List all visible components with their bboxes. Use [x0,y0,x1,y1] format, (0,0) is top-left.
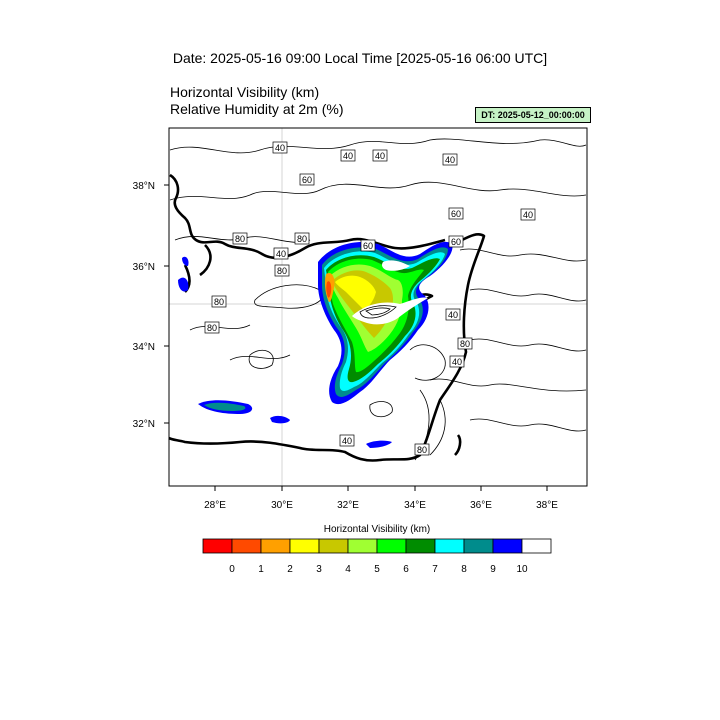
svg-text:80: 80 [207,323,217,333]
colorbar-swatch [260,538,291,554]
colorbar-tick-label: 3 [316,564,322,575]
latitude-axis: 38°N 36°N 34°N 32°N [133,181,169,430]
svg-text:80: 80 [460,339,470,349]
contour-label: 40 [340,149,356,162]
lon-tick-label: 28°E [204,500,226,511]
colorbar-tick-label: 7 [432,564,438,575]
contour-label: 60 [299,173,315,186]
colorbar-swatch [463,538,494,554]
colorbar-tick-label: 1 [258,564,264,575]
svg-text:40: 40 [342,436,352,446]
lat-tick-label: 34°N [133,342,155,353]
visibility-field-title: Horizontal Visibility (km) [170,84,320,100]
colorbar-title: Horizontal Visibility (km) [323,524,431,535]
colorbar-swatch [521,538,552,554]
lat-tick-label: 32°N [133,419,155,430]
colorbar [202,538,552,554]
lon-tick-label: 38°E [536,500,558,511]
colorbar-tick-label: 4 [345,564,351,575]
colorbar-tick-label: 5 [374,564,380,575]
svg-text:60: 60 [451,237,461,247]
lon-tick-label: 34°E [404,500,426,511]
dt-badge: DT: 2025-05-12_00:00:00 [475,107,591,123]
svg-text:80: 80 [297,234,307,244]
svg-text:80: 80 [277,266,287,276]
contour-label: 40 [442,153,458,166]
svg-text:40: 40 [445,155,455,165]
svg-text:60: 60 [363,241,373,251]
svg-text:40: 40 [343,151,353,161]
visibility-fill [178,241,453,448]
contour-label: 80 [294,232,310,245]
lat-tick-label: 36°N [133,262,155,273]
humidity-contours [169,138,587,461]
contour-labels: 40 40 40 60 40 60 40 60 80 60 80 40 80 80 80 40 80 40 40 80 [204,141,536,456]
colorbar-swatch [376,538,407,554]
contour-label: 80 [457,337,473,350]
colorbar-tick-label: 6 [403,564,409,575]
lon-tick-label: 36°E [470,500,492,511]
colorbar-tick-label: 10 [516,564,528,575]
colorbar-swatch [289,538,320,554]
contour-label: 40 [372,149,388,162]
contour-label: 40 [449,355,465,368]
svg-text:40: 40 [275,143,285,153]
colorbar-swatch [434,538,465,554]
svg-text:40: 40 [452,357,462,367]
colorbar-tick-label: 2 [287,564,293,575]
svg-text:80: 80 [214,297,224,307]
colorbar-swatch [202,538,233,554]
contour-label: 40 [272,141,288,154]
date-title: Date: 2025-05-16 09:00 Local Time [2025-… [172,50,548,66]
svg-text:80: 80 [417,445,427,455]
contour-label: 40 [445,308,461,321]
colorbar-tick-label: 9 [490,564,496,575]
svg-text:40: 40 [276,249,286,259]
colorbar-swatch [405,538,436,554]
colorbar-tick-label: 8 [461,564,467,575]
svg-text:40: 40 [448,310,458,320]
contour-label: 40 [520,208,536,221]
colorbar-tick-label: 0 [229,564,235,575]
svg-text:60: 60 [451,209,461,219]
svg-text:40: 40 [375,151,385,161]
contour-label: 40 [273,247,289,260]
svg-text:40: 40 [523,210,533,220]
contour-label: 60 [360,239,376,252]
contour-label: 80 [204,321,220,334]
contour-label: 80 [414,443,430,456]
svg-text:80: 80 [235,234,245,244]
lon-tick-label: 32°E [337,500,359,511]
contour-label: 60 [448,235,464,248]
contour-label: 80 [274,264,290,277]
colorbar-swatch [347,538,378,554]
lon-tick-label: 30°E [271,500,293,511]
contour-label: 60 [448,207,464,220]
island-contours [359,305,397,319]
longitude-axis: 28°E 30°E 32°E 34°E 36°E 38°E [204,486,558,511]
colorbar-swatch [231,538,262,554]
humidity-field-title: Relative Humidity at 2m (%) [170,101,344,117]
colorbar-swatch [318,538,349,554]
map-panel: 40 40 40 60 40 60 40 60 80 60 80 40 80 80 80 40 80 40 40 80… [133,127,588,511]
contour-label: 80 [211,295,227,308]
colorbar-swatch [492,538,523,554]
lat-tick-label: 38°N [133,181,155,192]
contour-label: 40 [339,434,355,447]
svg-text:60: 60 [302,175,312,185]
map-frame [168,127,588,487]
contour-label: 80 [232,232,248,245]
